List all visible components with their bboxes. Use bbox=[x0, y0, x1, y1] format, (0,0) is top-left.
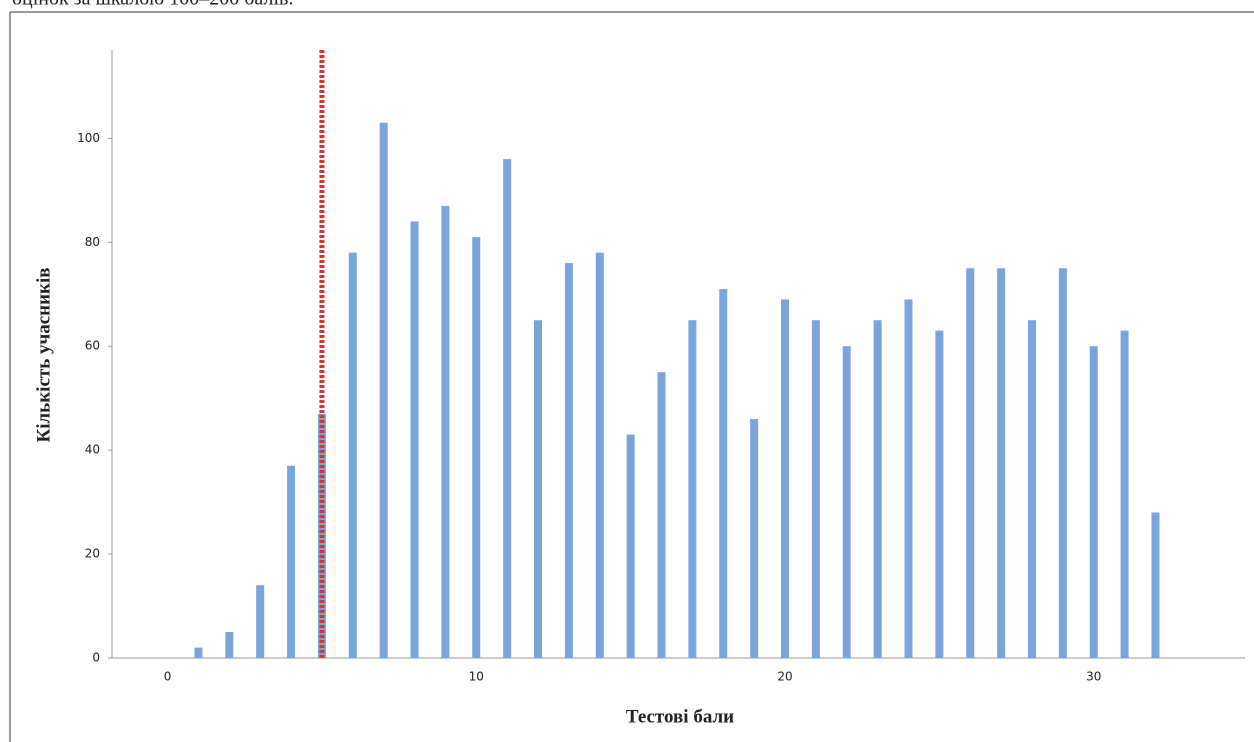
bar bbox=[1058, 268, 1067, 658]
bar bbox=[688, 320, 697, 658]
bar bbox=[657, 372, 666, 658]
bar bbox=[441, 205, 450, 658]
y-tick-label: 40 bbox=[85, 443, 100, 457]
bar bbox=[935, 330, 944, 658]
bar bbox=[287, 465, 296, 658]
bar bbox=[225, 632, 234, 658]
x-tick-label: 30 bbox=[1086, 670, 1101, 684]
bar bbox=[256, 585, 265, 658]
bar bbox=[719, 289, 728, 658]
bar bbox=[750, 418, 759, 658]
bar bbox=[966, 268, 975, 658]
bar bbox=[811, 320, 820, 658]
bar bbox=[1120, 330, 1129, 658]
caption: оцінок за шкалою 100–200 балів. bbox=[12, 0, 293, 10]
bar bbox=[472, 237, 481, 659]
bar bbox=[626, 434, 635, 658]
x-tick-label: 10 bbox=[469, 670, 484, 684]
bar bbox=[503, 159, 512, 658]
x-tick-label: 20 bbox=[777, 670, 792, 684]
bar bbox=[564, 263, 573, 658]
y-tick-label: 60 bbox=[85, 339, 100, 353]
bar bbox=[534, 320, 543, 658]
bar bbox=[410, 221, 419, 658]
bar bbox=[1151, 512, 1160, 658]
bar bbox=[595, 252, 604, 658]
y-tick-label: 100 bbox=[77, 131, 100, 145]
bar bbox=[781, 299, 790, 658]
bar bbox=[842, 346, 851, 658]
bar bbox=[1027, 320, 1036, 658]
x-axis-label: Тестові бали bbox=[626, 706, 734, 727]
bar bbox=[194, 647, 203, 658]
x-tick-label: 0 bbox=[164, 670, 172, 684]
y-tick-label: 80 bbox=[85, 235, 100, 249]
bar bbox=[997, 268, 1006, 658]
y-axis-label: Кількість учасників bbox=[33, 267, 54, 442]
y-tick-label: 0 bbox=[92, 651, 100, 665]
bar bbox=[873, 320, 882, 658]
bar bbox=[379, 122, 388, 658]
bar bbox=[1089, 346, 1098, 658]
bar bbox=[904, 299, 913, 658]
y-tick-label: 20 bbox=[85, 547, 100, 561]
bar bbox=[348, 252, 357, 658]
